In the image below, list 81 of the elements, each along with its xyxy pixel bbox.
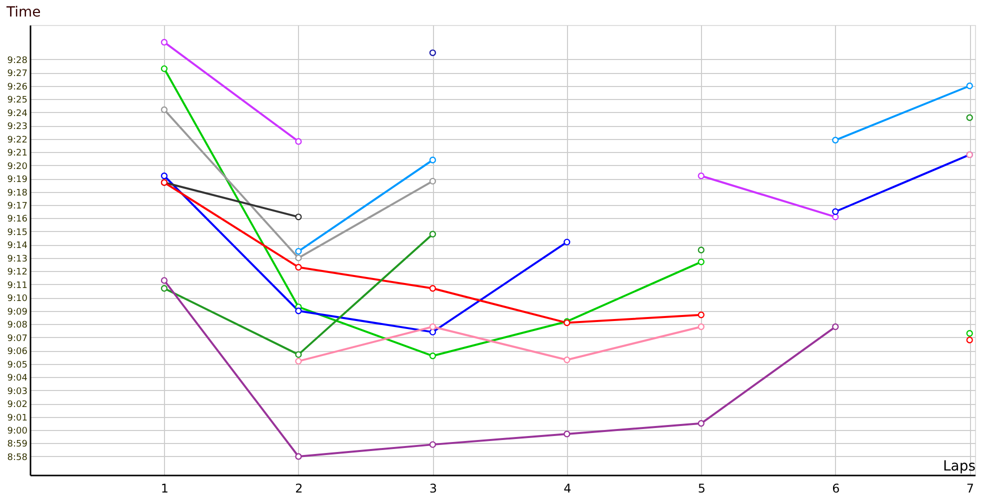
point	[295, 308, 302, 314]
point	[429, 352, 436, 360]
x-axis-title: Laps	[942, 458, 976, 474]
y-axis-title: Time	[6, 4, 41, 20]
x-tick-label: 4	[564, 482, 572, 496]
y-tick-label: 9:01	[7, 413, 28, 424]
point	[160, 172, 168, 180]
point	[564, 430, 570, 438]
point	[160, 106, 168, 114]
point	[564, 356, 570, 364]
point	[429, 156, 436, 164]
y-tick-label: 9:08	[7, 320, 28, 331]
point	[429, 230, 436, 238]
point	[966, 330, 973, 337]
point	[295, 138, 302, 145]
y-tick-label: 9:20	[7, 162, 28, 172]
y-tick-label: 9:11	[7, 280, 28, 291]
y-tick-label: 9:12	[7, 268, 28, 278]
y-tick-label: 9:19	[7, 175, 28, 186]
y-tick-label: 9:25	[7, 96, 28, 106]
point	[698, 323, 705, 330]
point	[966, 82, 973, 90]
y-tick-label: 9:13	[7, 254, 28, 264]
y-tick-label: 9:15	[7, 228, 28, 238]
y-tick-label: 9:28	[7, 56, 28, 66]
y-tick-label: 9:07	[7, 334, 28, 344]
point	[698, 312, 705, 318]
x-tick-label: 5	[698, 482, 706, 496]
y-tick-label: 9:16	[7, 214, 28, 225]
point	[429, 323, 436, 330]
y-tick-label: 9:00	[7, 426, 28, 436]
point	[698, 258, 705, 266]
point	[295, 214, 302, 220]
point	[698, 172, 705, 180]
point	[160, 277, 168, 284]
point	[429, 178, 436, 185]
point	[295, 264, 302, 271]
y-tick-label: 9:21	[7, 148, 28, 159]
y-tick-label: 8:59	[7, 440, 28, 450]
point	[698, 246, 705, 254]
point	[698, 420, 705, 427]
y-tick-label: 9:04	[7, 374, 28, 384]
y-tick-label: 9:06	[7, 347, 28, 358]
y-tick-label: 9:18	[7, 188, 28, 198]
y-tick-label: 9:09	[7, 307, 28, 318]
point	[429, 441, 436, 448]
point	[429, 285, 436, 292]
point	[832, 323, 839, 330]
point	[832, 214, 839, 220]
point	[295, 351, 302, 358]
y-tick-label: 8:58	[7, 452, 28, 463]
point	[832, 136, 839, 144]
point	[160, 65, 168, 72]
point	[966, 114, 973, 121]
y-tick-label: 9:22	[7, 135, 28, 146]
y-tick-label: 9:14	[7, 241, 28, 252]
point	[295, 248, 302, 255]
point	[160, 38, 168, 46]
point	[429, 49, 436, 56]
x-tick-label: 1	[160, 482, 169, 496]
point	[429, 328, 436, 336]
y-tick-label: 9:17	[7, 202, 28, 212]
x-tick-label: 2	[295, 482, 303, 496]
y-tick-label: 9:27	[7, 69, 28, 80]
point	[295, 254, 302, 262]
point	[564, 238, 570, 246]
x-tick-label: 6	[832, 482, 840, 496]
y-tick-label: 9:05	[7, 360, 28, 370]
point	[160, 285, 168, 292]
point	[832, 208, 839, 215]
point	[295, 358, 302, 365]
x-tick-label: 7	[966, 482, 974, 496]
x-tick-label: 3	[429, 482, 438, 496]
y-tick-label: 9:23	[7, 122, 28, 132]
point	[966, 336, 973, 344]
y-tick-label: 9:24	[7, 108, 28, 119]
y-tick-label: 9:10	[7, 294, 28, 304]
y-tick-label: 9:26	[7, 82, 28, 92]
point	[295, 453, 302, 460]
y-tick-label: 9:03	[7, 386, 28, 397]
y-tick-label: 9:02	[7, 400, 28, 410]
